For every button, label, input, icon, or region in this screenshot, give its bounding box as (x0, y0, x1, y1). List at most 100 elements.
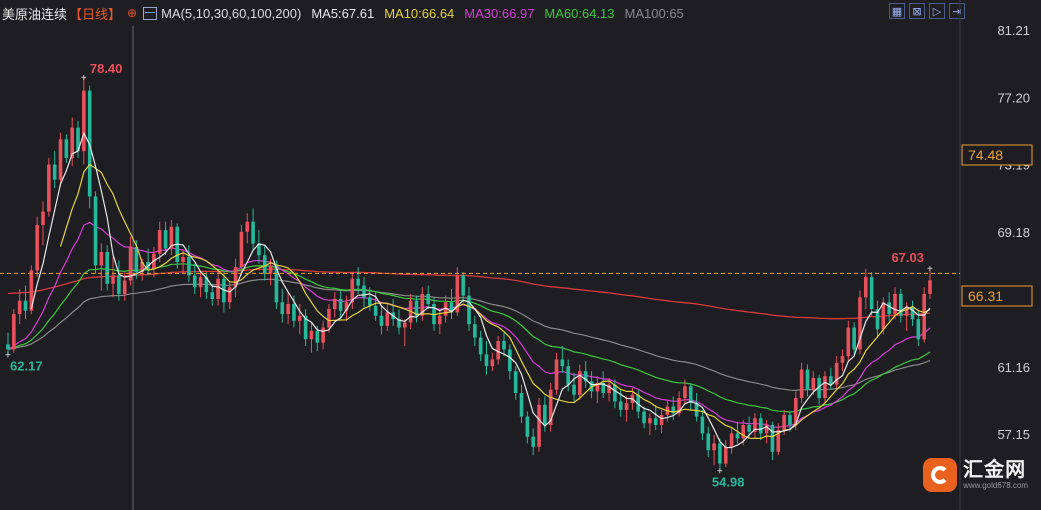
candle-body (449, 302, 454, 313)
candle-body (70, 127, 74, 158)
candle-body (753, 418, 757, 432)
candle-body (122, 280, 127, 294)
ma10-value: MA10:66.64 (384, 5, 455, 21)
candle-body (426, 293, 430, 305)
candle-body (473, 324, 477, 338)
candle-body (128, 246, 133, 281)
candle-body (321, 327, 325, 343)
high-label: 78.40 (90, 61, 123, 76)
candle-body (76, 127, 80, 152)
candle-body (566, 366, 571, 385)
candle-body (257, 243, 261, 256)
candle-body (245, 221, 250, 232)
candle-body (840, 356, 845, 363)
candle-body (356, 278, 360, 286)
candle-body (204, 277, 209, 293)
candle-body (916, 319, 921, 340)
candle-body (332, 298, 337, 310)
grid-icon[interactable]: ▦ (889, 3, 905, 19)
candle-body (688, 386, 693, 404)
candle-body (163, 230, 168, 249)
candle-body (58, 139, 63, 180)
candle-body (29, 270, 34, 311)
candle-body (496, 340, 500, 360)
candle-body (303, 315, 308, 340)
candle-body (537, 404, 541, 447)
candle-body (554, 359, 559, 390)
marker-cross: + (81, 73, 87, 84)
candle-body (572, 384, 576, 395)
period-label[interactable]: 【日线】 (69, 6, 122, 22)
candle-body (397, 319, 401, 328)
candle-body (23, 300, 28, 311)
exit-icon[interactable]: ⇥ (949, 3, 965, 19)
candle-body (875, 309, 880, 330)
candle-body (764, 424, 769, 434)
candle-body (677, 398, 681, 414)
candle-body (893, 293, 897, 315)
recent-high-label: 67.03 (891, 250, 924, 265)
ma5-value: MA5:67.61 (311, 5, 375, 21)
candle-body (793, 398, 798, 425)
ma5-line (30, 131, 931, 449)
candle-body (315, 330, 320, 343)
zoom-icon[interactable]: ⊠ (909, 3, 925, 19)
candle-body (560, 359, 565, 367)
candle-body (338, 298, 343, 311)
candle-body (607, 384, 611, 394)
candle-body (134, 246, 139, 273)
candle-body (828, 376, 833, 385)
candle-body (93, 196, 98, 266)
candle-body (741, 424, 746, 439)
y-tick-label: 81.21 (997, 23, 1030, 38)
candle-body (659, 414, 664, 425)
candle-body (467, 295, 471, 325)
candle-body (700, 416, 705, 434)
chart-type-icon[interactable] (143, 6, 158, 20)
candle-body (636, 394, 641, 412)
candle-body (852, 327, 856, 350)
candle-body (508, 349, 512, 372)
candle-body (268, 265, 273, 274)
candle-body (799, 369, 804, 399)
candle-body (846, 327, 851, 357)
candle-body (887, 302, 891, 315)
candle-body (187, 256, 191, 276)
candle-body (881, 302, 886, 330)
candle-body (461, 275, 465, 296)
candle-body (578, 371, 582, 395)
current-price-tag-box (961, 285, 1033, 307)
instrument-title: 美原油连续 (2, 6, 68, 22)
candle-body (904, 307, 909, 316)
candle-body (653, 418, 658, 425)
crosshair-icon[interactable]: ⊕ (127, 6, 138, 20)
reference-price-tag: 74.48 (968, 147, 1003, 163)
candle-body (624, 403, 629, 410)
logo-url: www.gold678.com (963, 481, 1028, 490)
candle-body (525, 416, 530, 437)
y-tick-label: 77.20 (997, 90, 1030, 105)
candle-body (770, 424, 775, 452)
candle-body (817, 377, 821, 399)
candle-body (192, 275, 197, 288)
candle-body (41, 211, 45, 226)
candle-body (274, 265, 279, 303)
candle-body (478, 337, 483, 355)
candle-body (17, 300, 22, 315)
candle-body (117, 275, 121, 294)
reference-price-tag-box (961, 144, 1033, 166)
ma-params[interactable]: MA(5,10,30,60,100,200) (161, 5, 302, 21)
candle-body (712, 443, 716, 451)
candle-body (443, 302, 448, 316)
candle-body (297, 315, 302, 321)
site-logo: 汇金网 www.gold678.com (923, 458, 1028, 492)
candle-body (718, 443, 722, 464)
play-icon[interactable]: ▷ (929, 3, 945, 19)
candle-body (834, 362, 839, 385)
candle-body (327, 309, 331, 328)
candle-body (64, 139, 69, 158)
candle-body (82, 90, 86, 152)
candle-body (47, 164, 51, 212)
current-price-tag: 66.31 (968, 288, 1003, 304)
